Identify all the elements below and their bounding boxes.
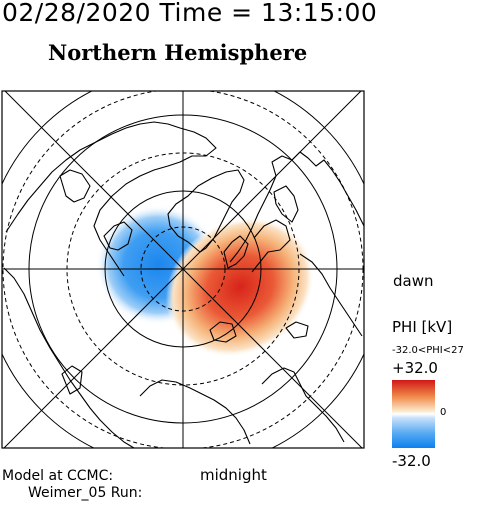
graticule xyxy=(2,91,364,448)
coastline-north-america xyxy=(229,151,364,263)
map-frame xyxy=(1,90,365,449)
model-label: Model at CCMC: xyxy=(2,468,114,484)
coastline-svalbard xyxy=(209,321,237,343)
coastline-hudson xyxy=(251,219,291,273)
colorbar-min-label: -32.0 xyxy=(392,452,431,470)
colorbar-max-label: +32.0 xyxy=(392,359,438,377)
coastline-eurasia xyxy=(5,121,217,277)
coastline-kamchatka xyxy=(61,365,83,395)
colorbar-range: -32.0<PHI<27 xyxy=(392,345,464,356)
colorbar-title: PHI [kV] xyxy=(392,318,453,336)
coastline-alaska xyxy=(139,379,251,445)
coastline-europe xyxy=(261,367,345,443)
colorbar-mid-label: 0 xyxy=(440,407,447,418)
coastline-iceland xyxy=(285,321,309,339)
positive-potential-cell xyxy=(165,216,315,358)
meridian-diagonal-2 xyxy=(3,91,362,448)
coastline-greenland xyxy=(167,169,245,253)
coastline-ellesmere xyxy=(223,235,249,269)
coastline-scandinavia xyxy=(59,169,91,203)
potential-cells xyxy=(96,205,315,358)
coastline-baffin xyxy=(273,185,299,223)
hemisphere-title: Northern Hemisphere xyxy=(48,40,308,65)
dawn-label: dawn xyxy=(393,272,434,290)
colorbar xyxy=(392,380,435,448)
date-time-title: 02/28/2020 Time = 13:15:00 xyxy=(2,0,378,27)
coastline-siberia xyxy=(103,221,133,251)
coastlines xyxy=(3,121,364,448)
midnight-label: midnight xyxy=(200,466,267,484)
coastline-east-canada xyxy=(299,253,363,337)
run-label: Weimer_05 Run: xyxy=(28,485,143,501)
